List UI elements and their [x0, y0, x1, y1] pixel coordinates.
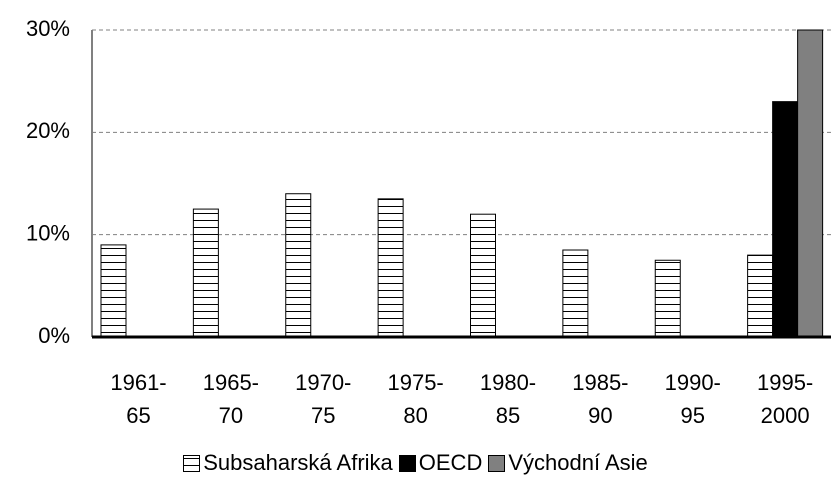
y-tick-label: 30%: [26, 16, 70, 41]
x-tick-label: 1990- 95: [664, 370, 721, 428]
x-tick-label: 1980- 85: [479, 370, 537, 428]
legend-label: Východní Asie: [508, 450, 648, 475]
legend-label: OECD: [418, 450, 483, 475]
legend-swatch-box: [398, 454, 416, 472]
x-tick-label: 1970- 75: [295, 370, 352, 428]
bar: [285, 193, 312, 338]
y-tick-label: 20%: [26, 118, 70, 143]
legend-swatch: [183, 454, 201, 472]
y-tick-label: 10%: [26, 220, 70, 245]
legend: Subsaharská Afrika OECD Východní Asie: [0, 450, 831, 476]
bar: [192, 208, 219, 338]
bar: [772, 101, 799, 338]
x-tick-label: 1985- 90: [572, 370, 629, 428]
legend-swatch: [488, 454, 506, 472]
legend-swatch-box: [183, 454, 201, 472]
bar: [100, 244, 127, 338]
bar: [562, 249, 589, 338]
y-tick-label: 0%: [38, 323, 70, 348]
x-tick-label: 1961- 65: [110, 370, 167, 428]
x-tick-label: 1975- 80: [387, 370, 444, 428]
x-tick-label: 1965- 70: [202, 370, 260, 428]
bar: [377, 198, 404, 338]
bar: [747, 254, 774, 338]
legend-item: OECD: [398, 450, 483, 476]
legend-item: Subsaharská Afrika: [183, 450, 393, 476]
legend-item: Východní Asie: [488, 450, 648, 476]
legend-swatch: [398, 454, 416, 472]
bar: [470, 213, 496, 338]
legend-label: Subsaharská Afrika: [203, 450, 393, 475]
bar: [797, 29, 824, 338]
legend-swatch-box: [488, 454, 506, 472]
x-tick-label: 1995- 2000: [756, 370, 814, 428]
bar: [654, 259, 681, 338]
